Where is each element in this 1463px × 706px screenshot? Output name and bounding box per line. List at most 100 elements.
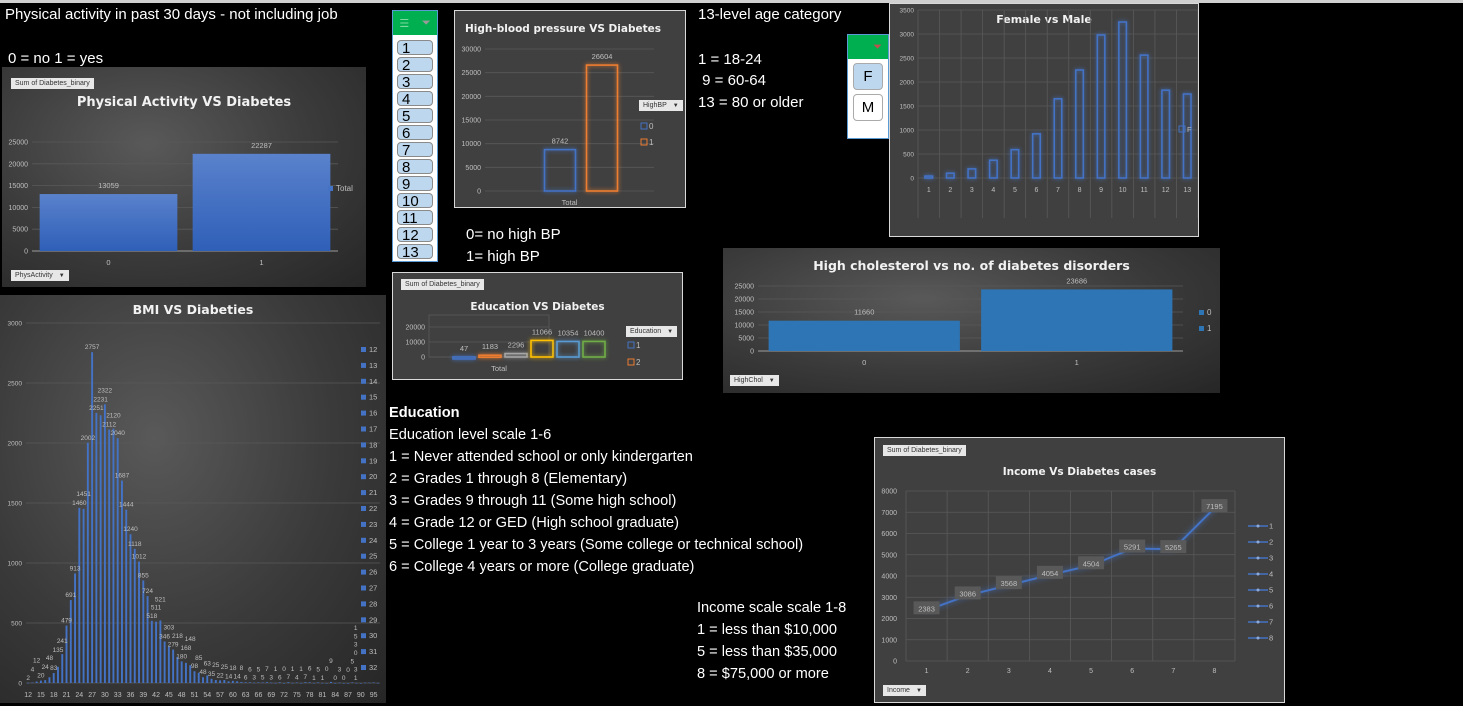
- slicer-item-age[interactable]: 10: [397, 193, 433, 208]
- legend-marker: [1256, 556, 1260, 560]
- bar: [988, 159, 998, 179]
- data-label: 724: [142, 588, 153, 595]
- slicer-item-age[interactable]: 13: [397, 244, 433, 259]
- value-field-button[interactable]: Sum of Diabetes_binary: [883, 445, 966, 456]
- x-tick-label: 87: [344, 692, 352, 699]
- clear-filter-icon[interactable]: ⏷: [873, 40, 882, 53]
- data-label: 14: [225, 673, 233, 680]
- slicer-item-f[interactable]: F: [853, 63, 883, 90]
- bar: [334, 683, 337, 684]
- x-tick-label: 75: [293, 692, 301, 699]
- slicer-item-age[interactable]: 12: [397, 227, 433, 242]
- bar: [129, 534, 132, 683]
- y-tick-label: 25000: [462, 70, 482, 77]
- legend-label: 28: [369, 599, 377, 608]
- slicer-item-age[interactable]: 6: [397, 125, 433, 140]
- data-label: 2: [26, 675, 30, 682]
- data-label: 63: [204, 660, 212, 667]
- y-tick-label: 2000: [881, 616, 897, 623]
- legend-label: 1: [1207, 324, 1212, 333]
- x-tick-label: 27: [88, 692, 96, 699]
- multi-select-icon[interactable]: ☰: [399, 16, 410, 30]
- income-legend-text: Income scale scale 1-8 1 = less than $10…: [697, 597, 846, 685]
- slicer-item-age[interactable]: 7: [397, 142, 433, 157]
- data-label: 855: [138, 572, 149, 579]
- bar: [359, 683, 362, 684]
- slicer-item-age[interactable]: 11: [397, 210, 433, 225]
- y-tick-label: 3500: [900, 8, 915, 15]
- phys-activity-scale: 0 = no 1 = yes: [8, 50, 104, 67]
- bar: [133, 548, 136, 683]
- legend-label: 5: [1269, 586, 1273, 595]
- legend-swatch: [361, 394, 366, 400]
- y-tick-label: 20000: [9, 161, 29, 168]
- axis-field-button[interactable]: PhysActivity ▼: [11, 270, 69, 281]
- clear-filter-icon[interactable]: ⏷: [421, 16, 431, 29]
- y-tick-label: 3000: [900, 32, 915, 39]
- bar: [99, 415, 102, 683]
- axis-field-button[interactable]: HighChol ▼: [730, 375, 779, 386]
- x-tick-label: 13: [1183, 187, 1191, 194]
- y-tick-label: 6000: [881, 531, 897, 538]
- bar: [1074, 69, 1085, 179]
- axis-field-button[interactable]: Income ▼: [883, 685, 926, 696]
- data-label: 7: [304, 674, 308, 681]
- slicer-item-age[interactable]: 8: [397, 159, 433, 174]
- y-tick-label: 15000: [9, 183, 29, 190]
- legend-field-button[interactable]: HighBP ▼: [639, 100, 683, 111]
- data-label: 48: [46, 655, 54, 662]
- legend-swatch: [627, 358, 635, 366]
- y-tick-label: 1500: [8, 501, 23, 508]
- education-line: 5 = College 1 year to 3 years (Some coll…: [389, 537, 804, 553]
- legend-swatch: [361, 474, 366, 480]
- legend-label: 21: [369, 488, 377, 497]
- slicer-item-age[interactable]: 9: [397, 176, 433, 191]
- legend-label: 15: [369, 393, 377, 402]
- slicer-item-age[interactable]: 5: [397, 108, 433, 123]
- bar-series-1: [452, 356, 476, 360]
- x-tick-label: 21: [63, 692, 71, 699]
- legend-swatch: [361, 506, 366, 511]
- bar-series-3: [504, 352, 528, 358]
- bar: [121, 480, 123, 683]
- bar: [31, 682, 34, 684]
- data-label: 1687: [115, 473, 130, 480]
- legend-label: 24: [369, 536, 377, 545]
- legend-swatch: [361, 362, 366, 368]
- legend-label: 25: [369, 552, 377, 561]
- legend-swatch: [361, 458, 366, 464]
- bar: [278, 682, 281, 683]
- slicer-item-age[interactable]: 1: [397, 40, 433, 55]
- female-vs-male-chart[interactable]: Female vs Male 0 500 1000 1500 2000 2500 3000 3…: [889, 3, 1199, 237]
- bar: [1118, 21, 1128, 179]
- value-field-button[interactable]: Sum of Diabetes_binary: [11, 78, 94, 89]
- slicer-item-age[interactable]: 3: [397, 74, 433, 89]
- age-slicer[interactable]: ☰ ⏷ 1 2 3 4 5 6 7 8 9 10 11 12 13: [392, 10, 438, 262]
- x-tick-label: 66: [255, 692, 263, 699]
- bar: [321, 682, 324, 684]
- slicer-item-age[interactable]: 4: [397, 91, 433, 106]
- data-label: 22: [216, 672, 224, 679]
- income-chart[interactable]: Sum of Diabetes_binary Income Vs Diabete…: [874, 437, 1285, 703]
- value-field-button[interactable]: Sum of Diabetes_binary: [401, 279, 484, 290]
- bar: [1031, 133, 1042, 179]
- data-label: 3: [252, 675, 256, 682]
- data-label: 20: [37, 673, 45, 680]
- bar: [78, 507, 81, 683]
- legend-swatch: [361, 553, 366, 559]
- high-blood-pressure-chart[interactable]: High-blood pressure VS Diabetes 0 5000 100…: [454, 10, 686, 208]
- sex-slicer[interactable]: ⏷ F M: [847, 34, 889, 139]
- data-label: 11066: [532, 327, 552, 336]
- slicer-item-age[interactable]: 2: [397, 57, 433, 72]
- high-cholesterol-chart[interactable]: High cholesterol vs no. of diabetes diso…: [723, 248, 1220, 393]
- y-tick-label: 1500: [900, 104, 915, 111]
- axis-field-label: PhysActivity: [15, 272, 53, 279]
- bar: [308, 682, 311, 683]
- chart-title: BMI VS Diabeties: [132, 302, 254, 317]
- bmi-chart[interactable]: BMI VS Diabeties 0 500 1000 1500 2000 2500 300…: [0, 295, 386, 703]
- legend-field-button[interactable]: Education ▼: [626, 326, 678, 337]
- physical-activity-chart[interactable]: Sum of Diabetes_binary Physical Activity…: [2, 67, 366, 287]
- slicer-item-m[interactable]: M: [853, 94, 883, 121]
- education-chart[interactable]: Sum of Diabetes_binary Education VS Diab…: [392, 272, 683, 380]
- x-tick-label: 2: [966, 668, 970, 675]
